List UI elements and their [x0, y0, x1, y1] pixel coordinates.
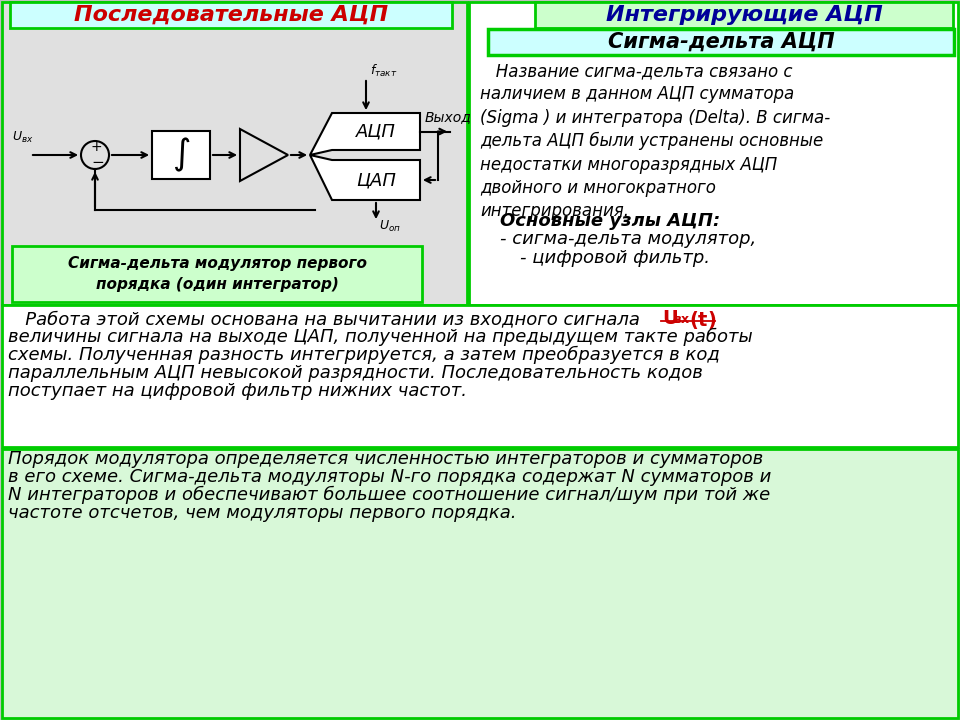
Text: АЦП: АЦП: [356, 122, 396, 140]
Text: N интеграторов и обеспечивают большее соотношение сигнал/шум при той же: N интеграторов и обеспечивают большее со…: [8, 486, 770, 504]
Bar: [10, 2, 452, 28]
Text: частоте отсчетов, чем модуляторы первого порядка.: частоте отсчетов, чем модуляторы первого…: [8, 504, 516, 522]
Bar: [535, 2, 953, 28]
Text: $f_{такт}$: $f_{такт}$: [370, 63, 397, 79]
Text: $\mathbf{(t)}$: $\mathbf{(t)}$: [689, 309, 716, 331]
Text: $\int$: $\int$: [172, 136, 190, 174]
Bar: [2, 2, 467, 305]
Text: $U_{вх}$: $U_{вх}$: [12, 130, 34, 145]
Text: схемы. Полученная разность интегрируется, а затем преобразуется в код: схемы. Полученная разность интегрируется…: [8, 346, 720, 364]
Text: Основные узлы АЦП:: Основные узлы АЦП:: [500, 212, 720, 230]
Text: ЦАП: ЦАП: [356, 171, 396, 189]
Text: величины сигнала на выходе ЦАП, полученной на предыдущем такте работы: величины сигнала на выходе ЦАП, полученн…: [8, 328, 753, 346]
Text: параллельным АЦП невысокой разрядности. Последовательность кодов: параллельным АЦП невысокой разрядности. …: [8, 364, 703, 382]
Text: Работа этой схемы основана на вычитании из входного сигнала: Работа этой схемы основана на вычитании …: [8, 310, 646, 328]
Text: Последовательные АЦП: Последовательные АЦП: [74, 5, 388, 25]
Bar: [12, 246, 422, 302]
Text: Название сигма-дельта связано с
наличием в данном АЦП сумматора
(Sigma ) и интег: Название сигма-дельта связано с наличием…: [480, 62, 830, 220]
Bar: [2, 305, 958, 447]
Polygon shape: [310, 155, 420, 200]
Text: Сигма-дельта модулятор первого
порядка (один интегратор): Сигма-дельта модулятор первого порядка (…: [67, 256, 367, 292]
Text: Интегрирующие АЦП: Интегрирующие АЦП: [606, 5, 882, 25]
Bar: [488, 29, 954, 55]
Text: - сигма-дельта модулятор,: - сигма-дельта модулятор,: [500, 230, 756, 248]
Text: −: −: [91, 155, 104, 170]
Text: в его схеме. Сигма-дельта модуляторы N-го порядка содержат N сумматоров и: в его схеме. Сигма-дельта модуляторы N-г…: [8, 468, 772, 486]
Text: поступает на цифровой фильтр нижних частот.: поступает на цифровой фильтр нижних част…: [8, 382, 467, 400]
Text: $\mathbf{вх}$: $\mathbf{вх}$: [673, 313, 691, 326]
Text: $U_{оп}$: $U_{оп}$: [379, 219, 401, 234]
Text: $\mathbf{U}$: $\mathbf{U}$: [662, 309, 678, 328]
Text: - цифровой фильтр.: - цифровой фильтр.: [520, 249, 710, 267]
Text: Выход: Выход: [425, 110, 472, 125]
Text: +: +: [91, 140, 103, 154]
Bar: [469, 2, 958, 305]
Bar: [152, 131, 210, 179]
Text: Сигма-дельта АЦП: Сигма-дельта АЦП: [608, 32, 834, 52]
Bar: [2, 449, 958, 718]
Text: Порядок модулятора определяется численностью интеграторов и сумматоров: Порядок модулятора определяется численно…: [8, 450, 763, 468]
Polygon shape: [310, 113, 420, 155]
